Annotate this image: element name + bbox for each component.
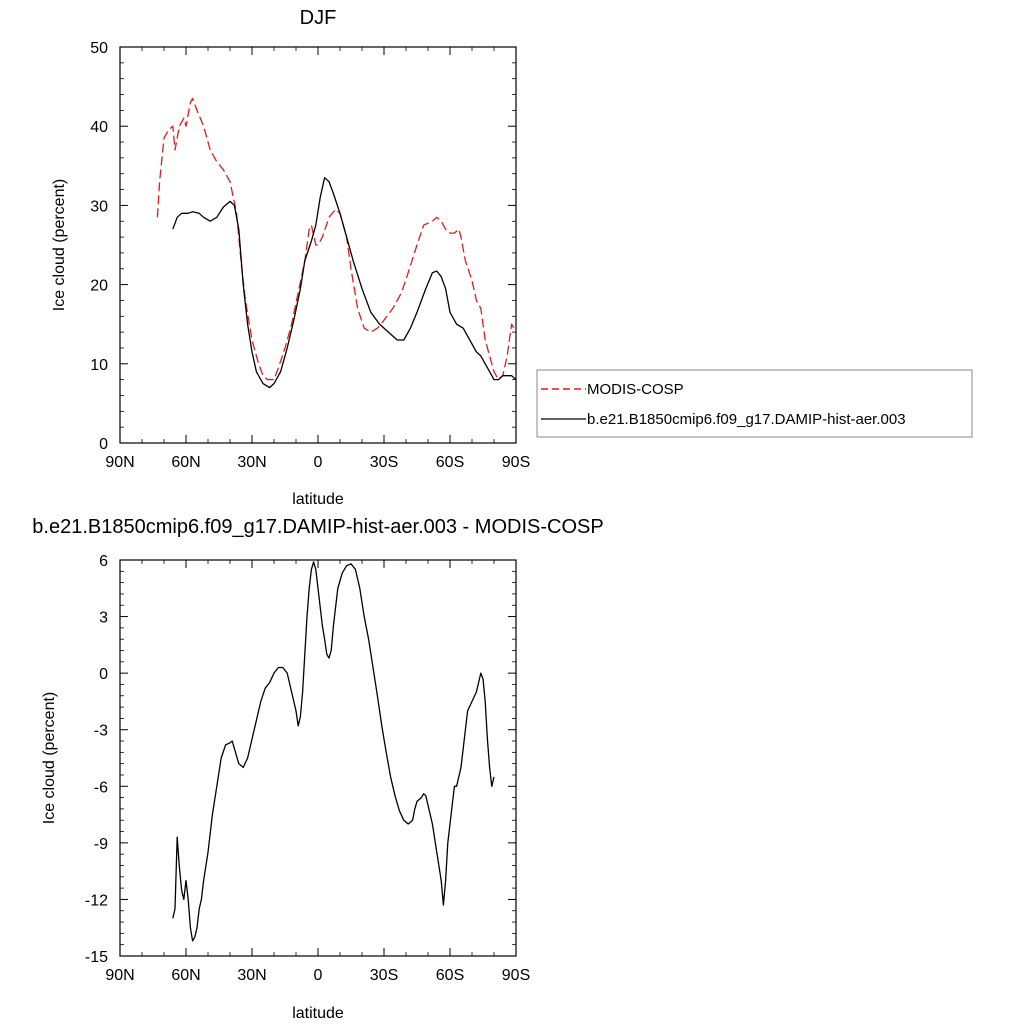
- bottom-x-tick-label: 90S: [502, 967, 530, 984]
- bottom-chart-xlabel: latitude: [292, 1005, 344, 1022]
- bottom-series-line-difference: [172, 561, 495, 942]
- bottom-y-tick-label: 0: [99, 666, 108, 683]
- top-chart-ylabel: Ice cloud (percent): [51, 179, 68, 312]
- top-y-tick-label: 50: [90, 40, 108, 57]
- top-chart-title: DJF: [300, 7, 337, 29]
- legend-box: [536, 369, 973, 438]
- bottom-chart-title: b.e21.B1850cmip6.f09_g17.DAMIP-hist-aer.…: [32, 516, 603, 538]
- top-x-tick-label: 30S: [370, 454, 398, 471]
- bottom-x-tick-label: 60S: [436, 967, 464, 984]
- bottom-x-tick-label: 0: [314, 967, 323, 984]
- bottom-chart-frame: [119, 559, 517, 957]
- top-y-tick-label: 0: [99, 436, 108, 453]
- bottom-x-tick-label: 30S: [370, 967, 398, 984]
- legend: MODIS-COSP b.e21.B1850cmip6.f09_g17.DAMI…: [536, 369, 973, 438]
- bottom-y-tick-label: -9: [94, 836, 108, 853]
- bottom-y-tick-label: 6: [99, 553, 108, 570]
- bottom-y-tick-label: -15: [85, 949, 108, 966]
- bottom-chart-axes: 90N 60N 30N 0 30S 60S 90S 6 3 0 -3 -6 -9 -12 -15: [85, 553, 530, 984]
- legend-label-model: b.e21.B1850cmip6.f09_g17.DAMIP-hist-aer.…: [587, 411, 906, 428]
- bottom-chart-series: [172, 561, 495, 942]
- top-y-tick-label: 10: [90, 357, 108, 374]
- top-x-tick-label: 60N: [171, 454, 200, 471]
- top-chart-series: [156, 97, 517, 389]
- top-x-tick-label: 30N: [237, 454, 266, 471]
- top-chart-frame: [119, 46, 517, 444]
- bottom-y-tick-label: 3: [99, 610, 108, 627]
- bottom-y-tick-label: -3: [94, 723, 108, 740]
- top-x-tick-label: 90N: [105, 454, 134, 471]
- top-x-tick-label: 60S: [436, 454, 464, 471]
- top-y-tick-label: 40: [90, 119, 108, 136]
- bottom-x-tick-label: 90N: [105, 967, 134, 984]
- top-chart-axes: 90N 60N 30N 0 30S 60S 90S 0 10 20 30 40 50: [90, 40, 530, 471]
- bottom-x-tick-label: 30N: [237, 967, 266, 984]
- top-x-tick-label: 0: [314, 454, 323, 471]
- bottom-y-tick-label: -12: [85, 892, 108, 909]
- bottom-chart-ylabel: Ice cloud (percent): [41, 692, 58, 825]
- top-x-tick-label: 90S: [502, 454, 530, 471]
- top-series-line-b-e21-b1850cmip6-f09-g17-damip-hist-aer-003: [172, 177, 517, 389]
- top-chart-xlabel: latitude: [292, 491, 344, 508]
- bottom-chart: b.e21.B1850cmip6.f09_g17.DAMIP-hist-aer.…: [32, 516, 603, 1022]
- legend-label-modis-cosp: MODIS-COSP: [587, 381, 684, 398]
- top-series-line-modis-cosp: [156, 97, 517, 381]
- bottom-y-tick-label: -6: [94, 779, 108, 796]
- bottom-x-tick-label: 60N: [171, 967, 200, 984]
- top-y-tick-label: 30: [90, 198, 108, 215]
- top-y-tick-label: 20: [90, 278, 108, 295]
- top-chart: DJF Ice cloud (percent) latitude 90N 60N 3…: [51, 7, 973, 508]
